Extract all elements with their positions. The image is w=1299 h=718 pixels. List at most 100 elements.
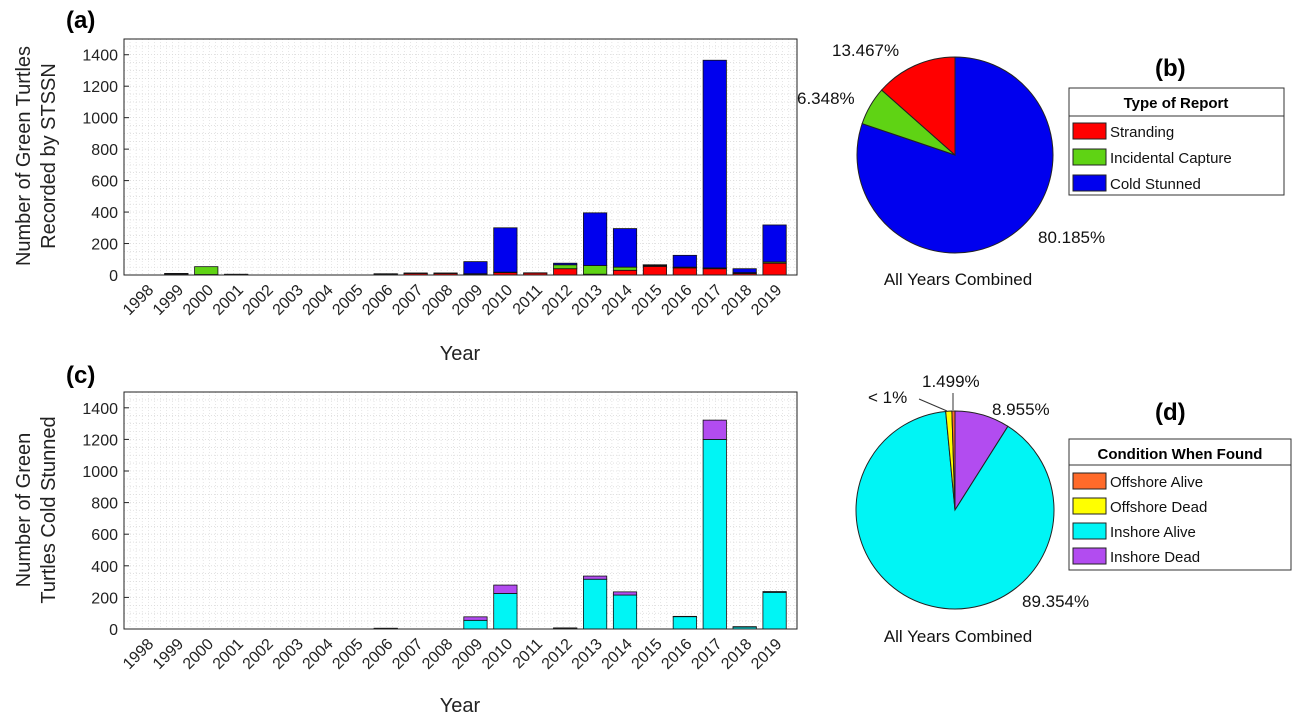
x-tick-label: 2010 <box>479 282 516 319</box>
pie-chart-condition: < 1% 1.499% 8.955% 89.354% All Years Com… <box>855 372 1292 646</box>
panel-label-d: (d) <box>1155 399 1186 426</box>
slice-label-offshore-dead: < 1% <box>868 388 907 407</box>
bar-2012-cold-stunned <box>553 262 578 266</box>
x-tick-label: 2000 <box>180 282 217 319</box>
bar-2016-cold-stunned <box>672 254 697 268</box>
legend-label-stranding: Stranding <box>1110 124 1174 141</box>
legend: Type of Report Stranding Incidental Captu… <box>1068 87 1285 196</box>
legend: Condition When Found Offshore AliveOffsh… <box>1068 438 1292 571</box>
bar-2010-inshore-dead <box>493 584 518 594</box>
x-tick-label: 2018 <box>718 282 755 319</box>
bar-2009-cold-stunned <box>463 261 488 275</box>
bar-2013-cold-stunned <box>583 212 608 266</box>
axes-box <box>123 38 798 276</box>
x-tick-label: 2014 <box>599 282 636 319</box>
x-axis-label: Year <box>440 343 481 365</box>
bar-2014-incidental-capture <box>612 266 638 271</box>
x-tick-label: 2005 <box>329 636 366 673</box>
y-tick-label: 200 <box>91 237 118 254</box>
legend-label-inshore-dead: Inshore Dead <box>1110 549 1200 566</box>
axes-box <box>123 391 798 630</box>
x-tick-label: 2000 <box>180 636 217 673</box>
x-tick-label: 2007 <box>389 636 426 673</box>
pie-slice-cold-stunned <box>856 56 1054 254</box>
pie-chart-reports: 13.467% 6.348% 80.185% All Years Combine… <box>797 41 1285 289</box>
y-tick-label: 1000 <box>82 111 118 128</box>
bar-2013-inshore-dead <box>583 575 608 580</box>
slice-label-incidental-capture: 6.348% <box>797 89 855 108</box>
y-tick-label: 800 <box>91 142 118 159</box>
x-tick-label: 2013 <box>569 636 606 673</box>
x-tick-label: 1999 <box>150 282 187 319</box>
bar-2017-inshore-dead <box>702 419 727 440</box>
x-tick-label: 2019 <box>748 282 785 319</box>
legend-swatch-offshore-alive <box>1072 472 1107 490</box>
x-tick-label: 2018 <box>718 636 755 673</box>
slice-label-stranding: 13.467% <box>832 41 899 60</box>
x-tick-label: 2012 <box>539 636 576 673</box>
slice-label-cold-stunned: 80.185% <box>1038 228 1105 247</box>
bar-2012-incidental-capture <box>553 264 578 270</box>
x-tick-label: 2017 <box>688 636 725 673</box>
bars <box>373 419 787 630</box>
bar-2019-inshore-alive <box>762 591 787 630</box>
bar-2014-inshore-dead <box>612 591 638 596</box>
x-tick-label: 2002 <box>240 636 277 673</box>
y-tick-label: 400 <box>91 205 118 222</box>
x-tick-label: 2006 <box>359 282 396 319</box>
legend-label-cold-stunned: Cold Stunned <box>1110 176 1201 193</box>
leader-line <box>918 398 948 412</box>
legend-swatch-inshore-alive <box>1072 522 1107 540</box>
x-tick-label: 2006 <box>359 636 396 673</box>
x-tick-label: 2001 <box>210 636 247 673</box>
bar-2019-stranding <box>762 262 787 276</box>
y-tick-label: 1200 <box>82 432 118 449</box>
bar-2015-cold-stunned <box>642 264 667 266</box>
y-tick-labels: 0 200 400 600 800 1000 1200 1400 <box>82 48 129 285</box>
x-tick-label: 2007 <box>389 282 426 319</box>
bar-2018-cold-stunned <box>732 268 757 274</box>
x-tick-label: 2014 <box>599 636 636 673</box>
x-tick-label: 2011 <box>510 636 546 672</box>
bar-2009-inshore-dead <box>463 616 488 621</box>
x-tick-label: 1998 <box>120 636 157 673</box>
legend-swatch-offshore-dead <box>1072 497 1107 515</box>
y-tick-label: 200 <box>91 590 118 607</box>
panel-label-a: (a) <box>66 7 95 34</box>
x-tick-label: 2004 <box>300 282 337 319</box>
slice-label-offshore-alive: 1.499% <box>922 372 980 391</box>
x-tick-label: 2019 <box>748 636 785 673</box>
pie-slice-offshore-alive <box>951 410 956 511</box>
x-tick-label: 2017 <box>688 282 725 319</box>
y-tick-label: 400 <box>91 559 118 576</box>
x-tick-labels: 1998199920002001200220032004200520062007… <box>120 282 785 319</box>
panel-label-b: (b) <box>1155 55 1186 82</box>
legend-swatch-stranding <box>1072 122 1107 140</box>
legend-swatch-incidental-capture <box>1072 148 1107 166</box>
y-axis-label-line2: Turtles Cold Stunned <box>38 416 60 603</box>
grid <box>124 38 797 276</box>
bar-2014-cold-stunned <box>612 228 638 268</box>
y-axis-label-line1: Number of Green Turtles <box>13 46 35 266</box>
y-tick-label: 1400 <box>82 401 118 418</box>
y-axis-label-line1: Number of Green <box>13 433 35 588</box>
x-tick-label: 2013 <box>569 282 606 319</box>
legend-label-offshore-dead: Offshore Dead <box>1110 499 1207 516</box>
x-tick-label: 2009 <box>449 282 486 319</box>
x-tick-label: 2016 <box>658 282 695 319</box>
x-tick-label: 2008 <box>419 282 456 319</box>
legend-items: Offshore Alive Offshore Dead Inshore Alive… <box>1072 472 1207 566</box>
y-tick-label: 600 <box>91 174 118 191</box>
y-tick-label: 0 <box>109 268 118 285</box>
y-tick-label: 1000 <box>82 464 118 481</box>
x-tick-label: 2002 <box>240 282 277 319</box>
bar-2016-stranding <box>672 267 697 276</box>
x-tick-label: 2005 <box>329 282 366 319</box>
x-tick-label: 2009 <box>449 636 486 673</box>
bar-2014-stranding <box>612 269 638 276</box>
x-tick-label: 2015 <box>629 636 666 673</box>
pie-slice-stranding <box>880 56 956 157</box>
